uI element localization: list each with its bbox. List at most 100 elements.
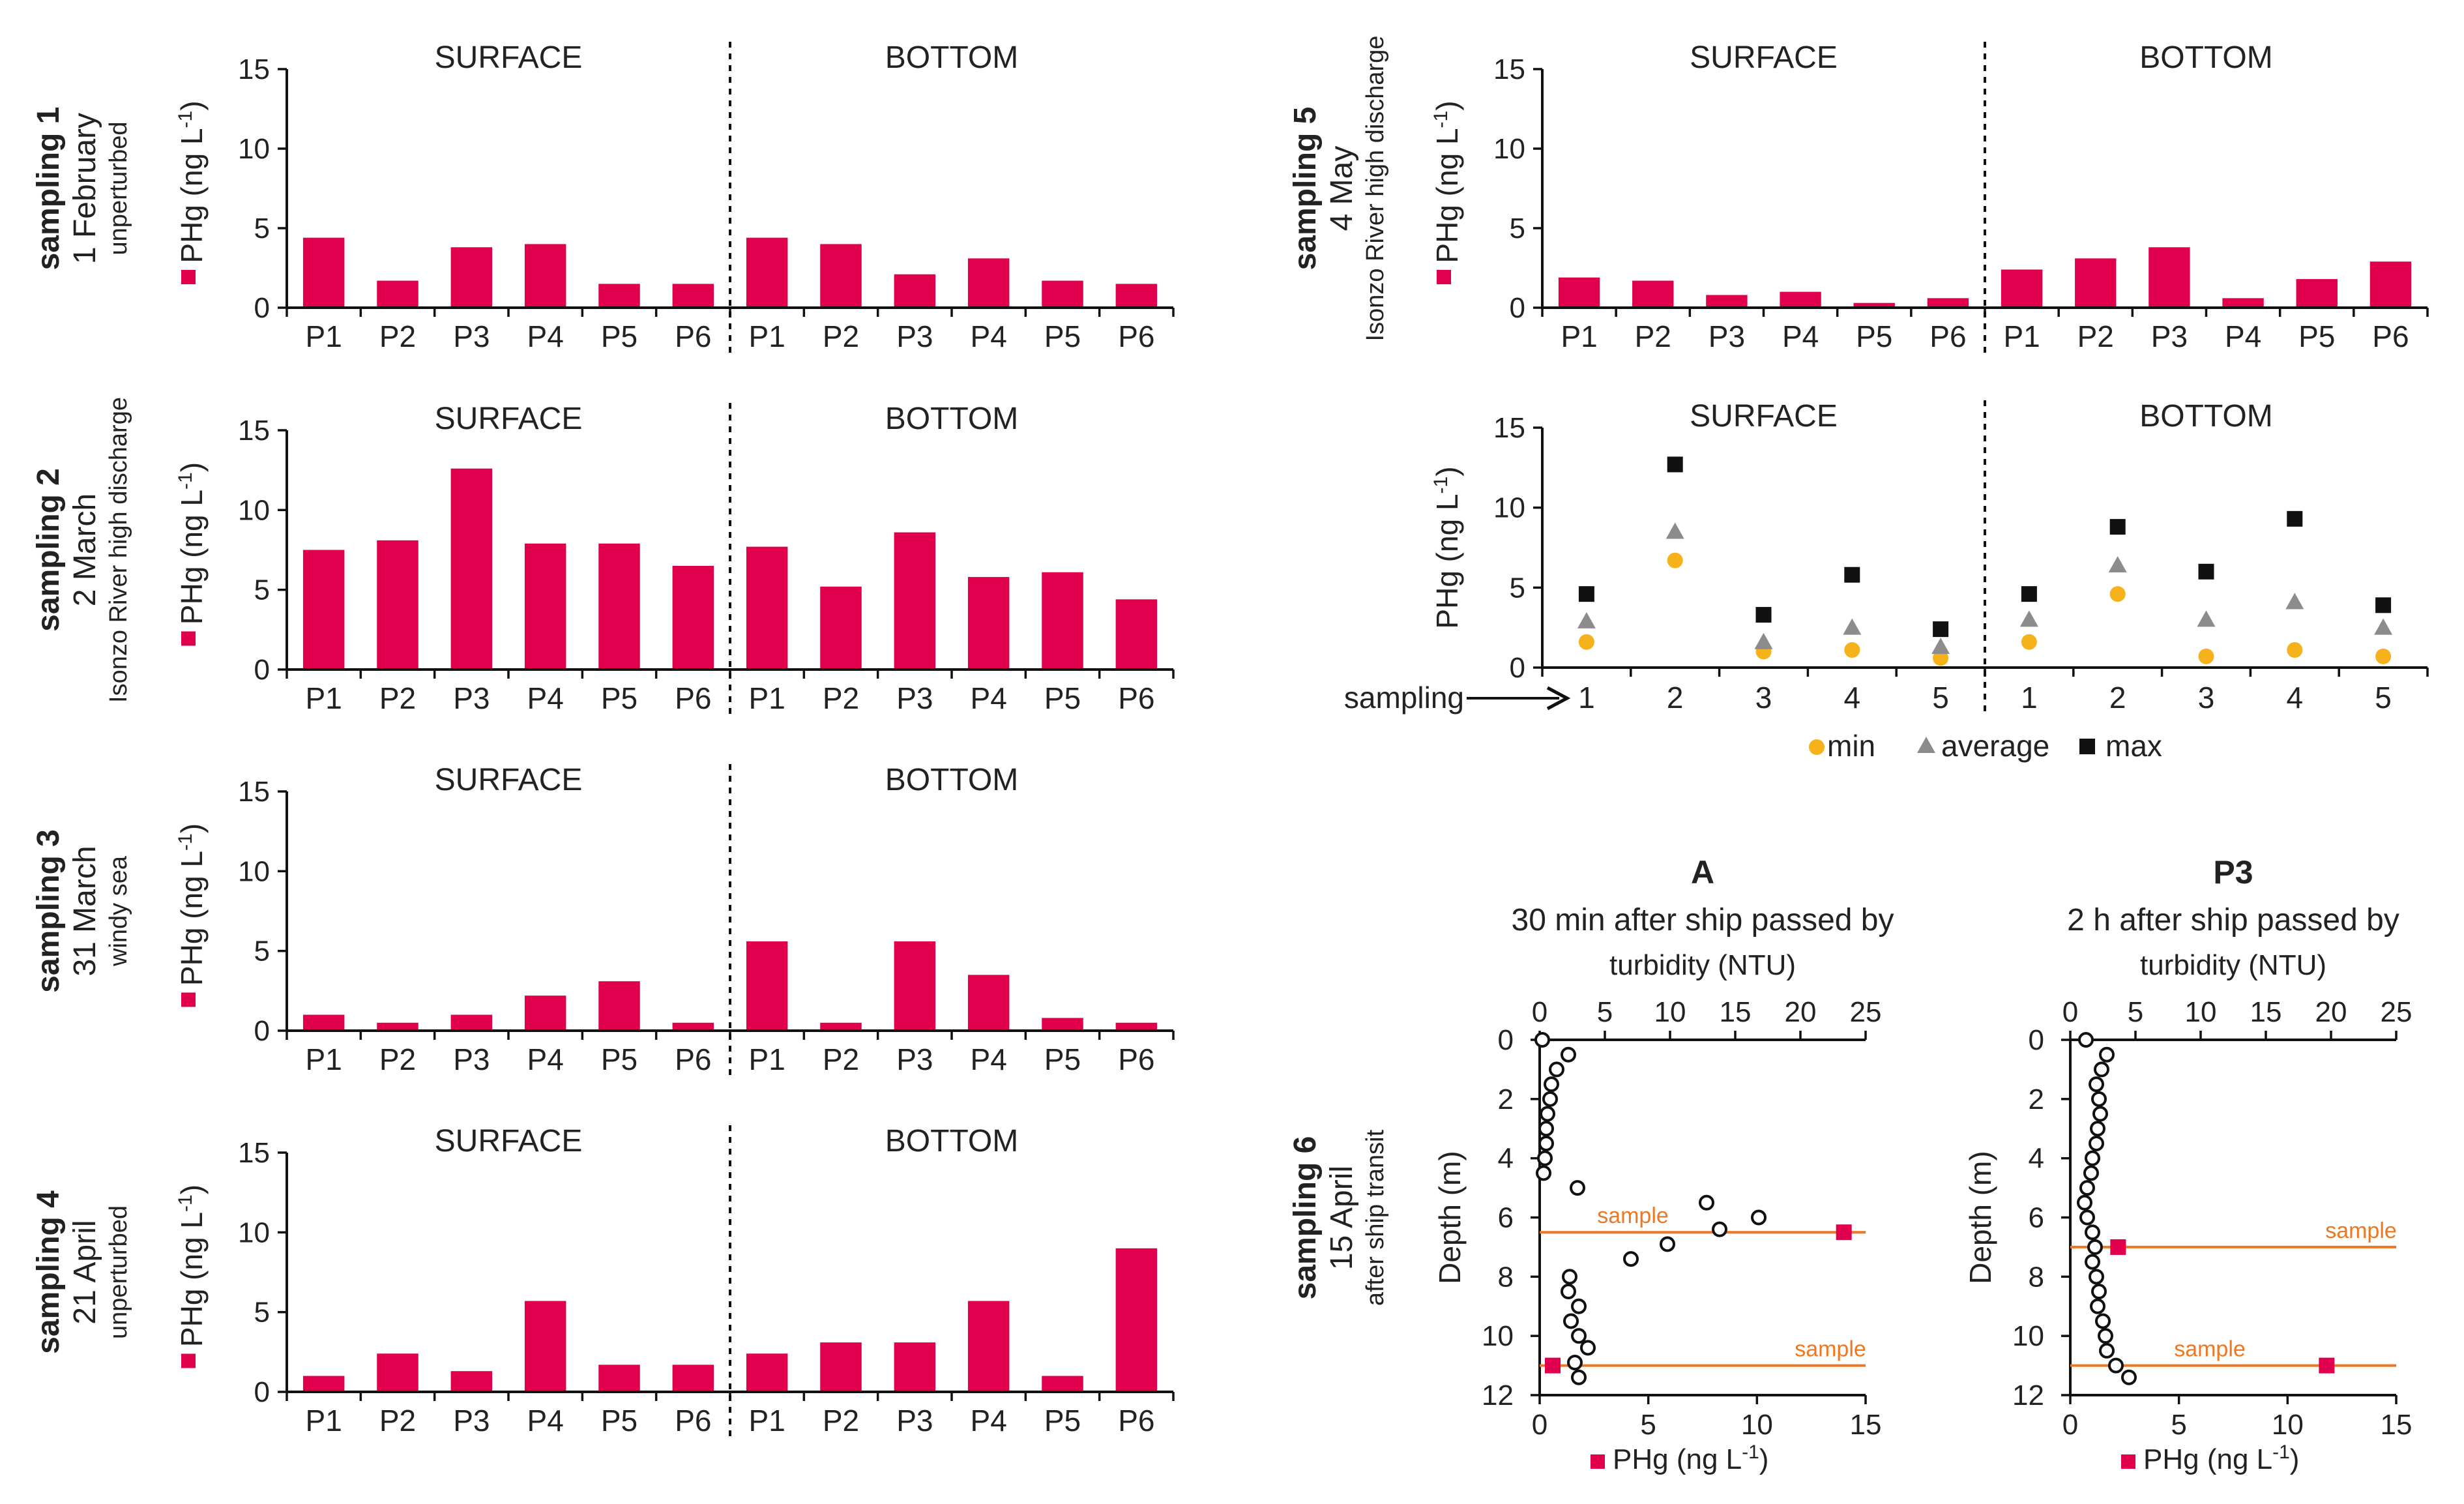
top-tick-label: 25 — [1850, 996, 1882, 1028]
turbidity-point — [1542, 1091, 1558, 1107]
x-tick-label: P3 — [453, 1042, 490, 1076]
legend-max-label: max — [2105, 729, 2162, 763]
bar — [1042, 280, 1083, 308]
turbidity-point — [2121, 1369, 2137, 1385]
y-tick-label: 10 — [238, 133, 270, 165]
bar — [302, 550, 345, 670]
phg-point — [1836, 1224, 1852, 1241]
row-condition: unperturbed — [105, 1205, 132, 1339]
turbidity-point — [2085, 1224, 2100, 1241]
depth-tick-label: 2 — [2029, 1084, 2044, 1115]
x-tick-label: P6 — [1118, 681, 1154, 715]
turbidity-point — [1712, 1221, 1727, 1237]
average-point — [2285, 593, 2304, 610]
bar — [377, 280, 418, 308]
bar — [1115, 284, 1158, 308]
row-condition: unperturbed — [105, 122, 132, 256]
y-tick-label: 15 — [238, 53, 270, 85]
legend-max-marker — [2079, 739, 2095, 754]
panel-title: P3 — [2213, 854, 2253, 891]
x-tick-label: P6 — [1118, 319, 1154, 353]
depth-tick-label: 0 — [2029, 1024, 2044, 1056]
x-tick-label: P3 — [453, 681, 490, 715]
bottom-tick-label: 5 — [2171, 1409, 2186, 1441]
turbidity-point — [2094, 1061, 2109, 1078]
row-date: 4 May — [1325, 146, 1359, 231]
row-date: 2 March — [68, 494, 102, 606]
legend-min-label: min — [1827, 729, 1875, 763]
bar — [524, 543, 566, 670]
bottom-tick-label: 5 — [1640, 1409, 1656, 1441]
panel-subtitle: 30 min after ship passed by — [1512, 903, 1894, 937]
average-point — [1843, 618, 1862, 635]
bar — [1115, 1022, 1158, 1031]
top-tick-label: 10 — [2185, 996, 2217, 1028]
sample-label: sample — [1795, 1337, 1866, 1362]
x-tick-label: P5 — [1044, 681, 1081, 715]
phg-point — [2110, 1239, 2126, 1255]
bar — [2222, 298, 2264, 308]
x-tick-label: P6 — [675, 681, 711, 715]
depth-axis-label: Depth (m) — [1433, 1151, 1467, 1284]
top-tick-label: 20 — [2315, 996, 2347, 1028]
legend-swatch — [181, 631, 196, 646]
top-tick-label: 0 — [2062, 996, 2078, 1028]
bar — [2149, 247, 2190, 308]
bar — [302, 1014, 345, 1031]
bar — [894, 1342, 936, 1392]
min-point — [2109, 586, 2126, 602]
row-title: sampling 4 — [31, 1190, 66, 1354]
average-point — [1754, 632, 1773, 649]
turbidity-point — [1660, 1236, 1675, 1252]
legend-swatch — [181, 270, 196, 284]
bottom-axis-label: PHg (ng L-1) — [1613, 1441, 1768, 1476]
x-tick-label: P2 — [1635, 319, 1671, 353]
min-point — [2021, 634, 2037, 650]
bar — [746, 1353, 788, 1392]
x-tick-label: P3 — [896, 681, 933, 715]
y-tick-label: 15 — [1493, 412, 1525, 444]
row-title: sampling 3 — [31, 829, 66, 993]
min-point — [2375, 648, 2392, 664]
y-tick-label: 10 — [1493, 492, 1525, 524]
bar — [377, 1022, 418, 1031]
turbidity-point — [2085, 1150, 2100, 1166]
bar — [1632, 280, 1674, 308]
legend-swatch — [181, 1353, 196, 1368]
min-point — [1667, 552, 1683, 568]
row-title: sampling 2 — [31, 468, 66, 632]
bar — [598, 1364, 640, 1392]
average-point — [1577, 612, 1596, 628]
y-tick-label: 5 — [254, 936, 270, 967]
turbidity-point — [1540, 1106, 1555, 1122]
depth-tick-label: 6 — [2029, 1202, 2044, 1234]
x-tick-label: P3 — [453, 1404, 490, 1438]
top-axis-label: turbidity (NTU) — [2140, 949, 2326, 981]
bar — [746, 237, 788, 308]
bar — [1042, 1018, 1083, 1031]
x-tick-label: P2 — [379, 1042, 416, 1076]
turbidity-point — [2078, 1032, 2094, 1048]
region-label-surface: SURFACE — [435, 1124, 583, 1158]
max-point — [2109, 519, 2126, 535]
region-label-surface: SURFACE — [435, 402, 583, 436]
bar — [746, 941, 788, 1031]
depth-tick-label: 10 — [2012, 1320, 2044, 1352]
max-point — [1578, 586, 1594, 602]
turbidity-point — [2098, 1328, 2113, 1344]
x-tick-label: P2 — [379, 1404, 416, 1438]
phg-point — [2319, 1357, 2335, 1374]
turbidity-point — [1561, 1046, 1576, 1063]
depth-tick-label: 8 — [1498, 1261, 1514, 1293]
turbidity-point — [1561, 1284, 1576, 1300]
row-condition: after ship transit — [1362, 1129, 1389, 1306]
turbidity-point — [1538, 1121, 1554, 1137]
bar — [894, 532, 936, 670]
min-point — [1844, 642, 1860, 658]
bar — [672, 1364, 714, 1392]
turbidity-point — [1549, 1061, 1564, 1078]
x-tick-label: P3 — [896, 1042, 933, 1076]
x-tick-label: P3 — [896, 1404, 933, 1438]
region-label-bottom: BOTTOM — [2139, 40, 2272, 75]
bottom-tick-label: 15 — [1850, 1409, 1882, 1441]
